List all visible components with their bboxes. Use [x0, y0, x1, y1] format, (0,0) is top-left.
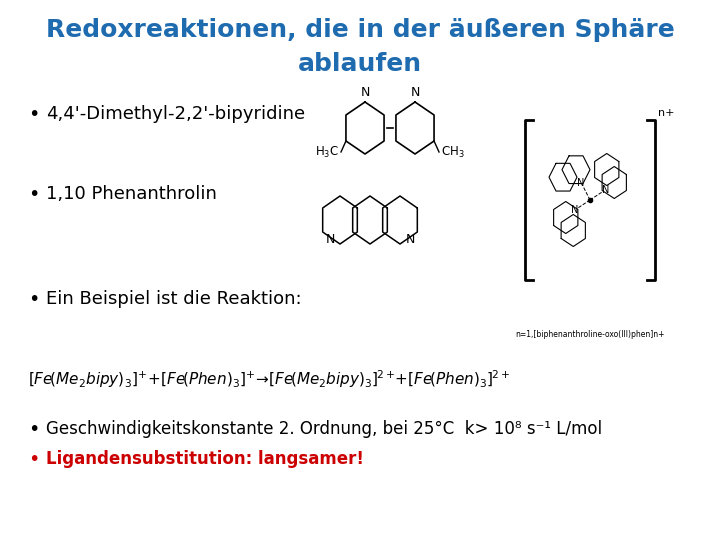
Text: n=1,[biphenanthroline-oxo(III)phen]n+: n=1,[biphenanthroline-oxo(III)phen]n+: [516, 330, 665, 339]
Text: 1,10 Phenanthrolin: 1,10 Phenanthrolin: [46, 185, 217, 203]
Text: •: •: [28, 420, 40, 439]
Text: N: N: [602, 185, 609, 195]
Text: •: •: [28, 105, 40, 124]
Text: N: N: [577, 178, 585, 188]
Text: Ligandensubstitution: langsamer!: Ligandensubstitution: langsamer!: [46, 450, 364, 468]
Text: Geschwindigkeitskonstante 2. Ordnung, bei 25°C  k> 10⁸ s⁻¹ L/mol: Geschwindigkeitskonstante 2. Ordnung, be…: [46, 420, 602, 438]
Text: $\left[Fe\!\left(Me_2bipy\right)_3\right]^{\!+}\!\!+\!\left[Fe\!\left(Phen\right: $\left[Fe\!\left(Me_2bipy\right)_3\right…: [28, 368, 510, 390]
Text: ablaufen: ablaufen: [298, 52, 422, 76]
Text: •: •: [28, 290, 40, 309]
Text: N: N: [360, 86, 369, 99]
Text: •: •: [28, 450, 40, 469]
Text: N: N: [325, 233, 335, 246]
Text: •: •: [28, 185, 40, 204]
Text: n+: n+: [658, 108, 675, 118]
Text: H$_3$C: H$_3$C: [315, 144, 339, 159]
Text: N: N: [405, 233, 415, 246]
Text: Ein Beispiel ist die Reaktion:: Ein Beispiel ist die Reaktion:: [46, 290, 302, 308]
Text: 4,4'-Dimethyl-2,2'-bipyridine: 4,4'-Dimethyl-2,2'-bipyridine: [46, 105, 305, 123]
Text: N: N: [571, 205, 578, 215]
Text: Redoxreaktionen, die in der äußeren Sphäre: Redoxreaktionen, die in der äußeren Sphä…: [45, 18, 675, 42]
Text: N: N: [410, 86, 420, 99]
Text: CH$_3$: CH$_3$: [441, 144, 464, 159]
